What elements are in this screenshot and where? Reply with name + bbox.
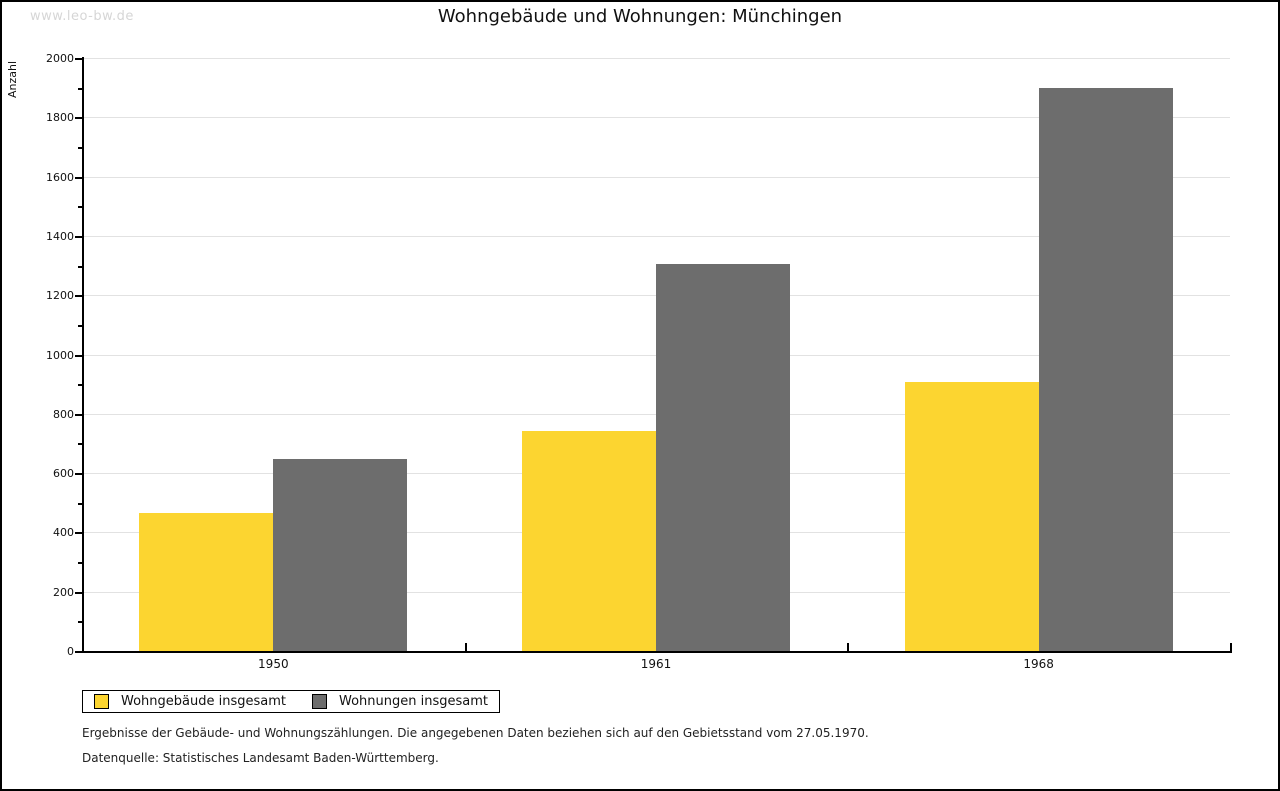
y-tick-label: 200	[53, 585, 74, 599]
gridline	[82, 235, 1230, 237]
footnote-line: Datenquelle: Statistisches Landesamt Bad…	[82, 751, 439, 765]
legend-label: Wohnungen insgesamt	[339, 694, 488, 709]
y-minor-tick	[78, 562, 82, 565]
y-major-tick	[75, 591, 82, 594]
bar-wohngebaeude-insgesamt-1968	[904, 381, 1039, 651]
chart-title: Wohngebäude und Wohnungen: Münchingen	[437, 6, 843, 27]
y-tick-label: 1800	[46, 111, 74, 125]
gridline	[82, 58, 1230, 59]
legend-item-wohngebaeude-insgesamt: Wohngebäude insgesamt	[94, 694, 286, 709]
x-category-label: 1961	[640, 657, 672, 671]
y-major-tick	[75, 235, 82, 238]
y-tick-label: 1400	[46, 229, 74, 243]
x-boundary-tick	[847, 643, 850, 651]
y-tick-label: 1000	[46, 348, 74, 362]
y-minor-tick	[78, 384, 82, 387]
legend-item-wohnungen-insgesamt: Wohnungen insgesamt	[312, 694, 488, 709]
watermark-text: www.leo-bw.de	[30, 9, 134, 24]
y-minor-tick	[78, 206, 82, 209]
y-tick-label: 400	[53, 526, 74, 540]
bar-wohngebaeude-insgesamt-1950	[139, 513, 274, 651]
y-minor-tick	[78, 443, 82, 446]
y-major-tick	[75, 473, 82, 476]
y-minor-tick	[78, 621, 82, 624]
bar-wohngebaeude-insgesamt-1961	[522, 430, 656, 651]
y-tick-label: 1600	[46, 170, 74, 184]
y-minor-tick	[78, 324, 82, 327]
legend-label: Wohngebäude insgesamt	[121, 694, 286, 709]
x-boundary-tick	[464, 643, 467, 651]
x-boundary-tick	[1230, 643, 1232, 651]
y-minor-tick	[78, 265, 82, 268]
legend-swatch-wohngebaeude-insgesamt	[94, 694, 109, 709]
y-major-tick	[75, 58, 82, 60]
y-major-tick	[75, 176, 82, 179]
bar-wohnungen-insgesamt-1950	[273, 459, 408, 651]
y-tick-label: 2000	[46, 52, 74, 65]
y-major-tick	[75, 651, 82, 653]
gridline	[82, 176, 1230, 178]
y-axis-line	[82, 57, 84, 652]
x-axis-line	[82, 651, 1232, 653]
y-major-tick	[75, 354, 82, 357]
x-category-label: 1968	[1023, 657, 1054, 671]
y-major-tick	[75, 117, 82, 120]
legend-swatch-wohnungen-insgesamt	[312, 694, 327, 709]
gridline	[82, 117, 1230, 119]
y-minor-tick	[78, 146, 82, 149]
bar-wohnungen-insgesamt-1968	[1038, 88, 1173, 651]
legend: Wohngebäude insgesamt Wohnungen insgesamt	[82, 690, 500, 713]
y-tick-label: 1200	[46, 289, 74, 303]
bar-wohnungen-insgesamt-1961	[656, 264, 790, 651]
x-category-label: 1950	[258, 657, 289, 671]
y-major-tick	[75, 532, 82, 535]
y-minor-tick	[78, 87, 82, 90]
y-minor-tick	[78, 502, 82, 505]
y-tick-label: 800	[53, 407, 74, 421]
y-tick-label: 600	[53, 467, 74, 481]
y-major-tick	[75, 413, 82, 416]
y-major-tick	[75, 295, 82, 298]
footnote-line: Ergebnisse der Gebäude- und Wohnungszähl…	[82, 726, 869, 740]
y-tick-label: 0	[67, 645, 74, 658]
